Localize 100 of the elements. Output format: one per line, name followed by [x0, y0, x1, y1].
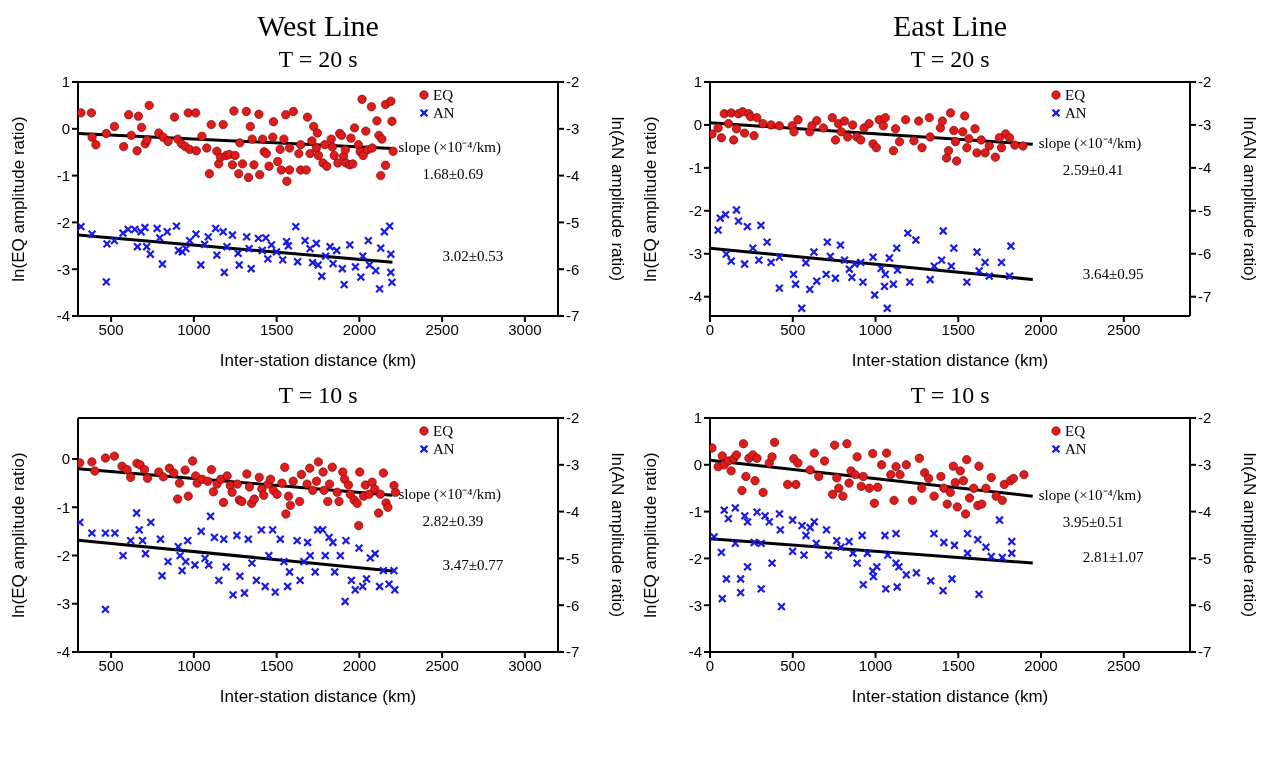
- x-tick-label: 500: [98, 656, 124, 674]
- x-tick-label: 1500: [259, 656, 294, 674]
- legend-label: AN: [433, 104, 455, 122]
- y-tick-label: -4: [56, 643, 70, 661]
- y2-tick-label: -3: [566, 456, 580, 474]
- y-tick-label: -3: [688, 245, 702, 263]
- annotation: 3.64±0.95: [1082, 265, 1144, 283]
- legend-label: AN: [1065, 104, 1087, 122]
- chart-title: East Line: [891, 8, 1009, 44]
- x-tick-label: 1000: [858, 656, 893, 674]
- y-tick-label: 0: [693, 456, 702, 474]
- x-tick-label: 2500: [1107, 320, 1141, 338]
- y-tick-label: -1: [56, 166, 70, 184]
- x-tick-label: 2500: [425, 656, 459, 674]
- x-tick-label: 500: [780, 656, 806, 674]
- y2-tick-label: -3: [1198, 456, 1212, 474]
- chart-subtitle: T = 20 s: [909, 45, 991, 74]
- y2-tick-label: -4: [1198, 502, 1212, 520]
- x-tick-label: 0: [705, 656, 715, 674]
- y2-tick-label: -3: [566, 120, 580, 138]
- legend-label: EQ: [433, 422, 453, 440]
- y-tick-label: -4: [688, 643, 702, 661]
- annotation: 1.68±0.69: [422, 166, 484, 184]
- annotation: 2.81±1.07: [1082, 549, 1144, 567]
- y2-tick-label: -2: [1198, 409, 1212, 427]
- x-axis-title: Inter-station distance (km): [851, 687, 1049, 706]
- y2-tick-label: -2: [566, 73, 580, 91]
- y2-tick-label: -7: [1198, 288, 1212, 305]
- y-tick-label: 1: [693, 73, 702, 91]
- x-tick-label: 1500: [941, 320, 975, 338]
- y2-tick-label: -7: [1198, 643, 1212, 661]
- y2-axis-title: ln(AN amplitude ratio): [1239, 116, 1259, 282]
- y-tick-label: 0: [61, 120, 70, 138]
- y2-tick-label: -7: [566, 307, 580, 325]
- legend-label: EQ: [1065, 86, 1085, 104]
- y-tick-label: -2: [56, 546, 70, 564]
- y-tick-label: -1: [688, 502, 702, 520]
- y2-axis-title: ln(AN amplitude ratio): [607, 116, 627, 282]
- y-tick-label: 1: [61, 73, 70, 91]
- x-tick-label: 2500: [425, 320, 459, 338]
- x-tick-label: 2000: [342, 320, 377, 338]
- x-axis-title: Inter-station distance (km): [219, 351, 417, 370]
- x-tick-label: 1000: [177, 320, 211, 338]
- y-tick-label: -4: [56, 307, 70, 325]
- x-axis-title: Inter-station distance (km): [851, 351, 1049, 370]
- annotation: slope (×10⁻⁴/km): [1038, 134, 1142, 153]
- x-tick-label: 2000: [1024, 656, 1058, 674]
- y-tick-label: -3: [56, 260, 70, 278]
- y2-tick-label: -2: [566, 409, 580, 427]
- x-tick-label: 0: [705, 320, 715, 338]
- y2-tick-label: -5: [1198, 549, 1212, 567]
- y-axis-title: ln(EQ amplitude ratio): [641, 452, 661, 618]
- x-tick-label: 500: [98, 320, 124, 338]
- x-tick-label: 3000: [508, 656, 542, 674]
- y-tick-label: 1: [693, 409, 702, 427]
- annotation: 3.02±0.53: [442, 248, 504, 266]
- y2-tick-label: -4: [566, 166, 580, 184]
- y-axis-title: ln(EQ amplitude ratio): [9, 452, 29, 618]
- annotation: 3.47±0.77: [442, 557, 504, 575]
- chart-title: West Line: [256, 8, 380, 44]
- y-axis-title: ln(EQ amplitude ratio): [9, 116, 29, 282]
- chart-title: T = 10 s: [909, 381, 991, 410]
- legend-label: EQ: [433, 86, 453, 104]
- y-tick-label: -2: [688, 202, 702, 220]
- y2-tick-label: -3: [1198, 116, 1212, 134]
- y-tick-label: -4: [688, 288, 702, 305]
- legend-label: AN: [1065, 440, 1087, 458]
- y2-tick-label: -6: [566, 596, 580, 614]
- y2-axis-title: ln(AN amplitude ratio): [1239, 452, 1259, 618]
- annotation: slope (×10⁻⁴/km): [398, 485, 501, 504]
- y2-tick-label: -2: [1198, 73, 1212, 91]
- legend-label: AN: [433, 440, 455, 458]
- y2-tick-label: -6: [1198, 596, 1212, 614]
- x-tick-label: 2000: [1024, 320, 1058, 338]
- y2-tick-label: -5: [566, 213, 580, 231]
- x-tick-label: 500: [780, 320, 806, 338]
- y-tick-label: 0: [61, 450, 70, 468]
- chart-title: T = 10 s: [277, 381, 359, 410]
- x-tick-label: 2000: [342, 656, 377, 674]
- chart-subtitle: T = 20 s: [277, 45, 359, 74]
- x-tick-label: 1500: [941, 656, 975, 674]
- x-tick-label: 1000: [858, 320, 893, 338]
- x-tick-label: 3000: [508, 320, 542, 338]
- x-tick-label: 2500: [1107, 656, 1141, 674]
- y-tick-label: -3: [688, 596, 702, 614]
- y2-axis-title: ln(AN amplitude ratio): [607, 452, 627, 618]
- legend-label: EQ: [1065, 422, 1085, 440]
- annotation: slope (×10⁻⁴/km): [398, 138, 501, 157]
- y-tick-label: -1: [56, 498, 70, 516]
- x-tick-label: 1500: [259, 320, 294, 338]
- x-tick-label: 1000: [177, 656, 211, 674]
- y2-tick-label: -4: [1198, 159, 1212, 177]
- y-tick-label: 0: [693, 116, 702, 134]
- y-tick-label: -1: [688, 159, 702, 177]
- y2-tick-label: -4: [566, 502, 580, 520]
- y-axis-title: ln(EQ amplitude ratio): [641, 116, 661, 282]
- y2-tick-label: -6: [1198, 245, 1212, 263]
- y2-tick-label: -5: [1198, 202, 1212, 220]
- annotation: 3.95±0.51: [1062, 514, 1124, 532]
- y-tick-label: -2: [688, 549, 702, 567]
